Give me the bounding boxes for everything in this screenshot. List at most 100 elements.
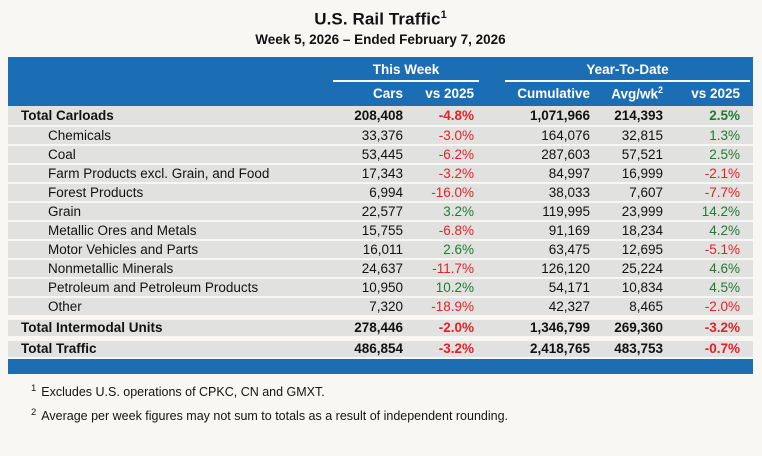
table-row: Coal 53,445 -6.2% 287,603 57,521 2.5%: [8, 145, 753, 165]
row-label: Farm Products excl. Grain, and Food: [8, 164, 330, 184]
ytd-vs-2025-value: -3.2%: [675, 316, 753, 338]
this-week-vs-2025-value: -3.0%: [415, 126, 488, 146]
column-header-avg-per-week: Avg/wk2: [600, 81, 675, 106]
column-header-row: Cars vs 2025 Cumulative Avg/wk2 vs 2025: [8, 81, 753, 106]
this-week-vs-2025-value: -6.8%: [415, 221, 488, 241]
column-header-cars: Cars: [330, 81, 415, 106]
row-label: Other: [8, 297, 330, 317]
table-row: Petroleum and Petroleum Products 10,950 10…: [8, 278, 753, 298]
avg-per-week-value: 8,465: [600, 297, 675, 317]
page-title-text: U.S. Rail Traffic: [314, 9, 441, 29]
table-row: Total Carloads 208,408 -4.8% 1,071,966 214,3…: [8, 105, 753, 127]
cumulative-value: 126,120: [488, 259, 600, 279]
cars-value: 208,408: [330, 105, 415, 127]
cars-value: 16,011: [330, 240, 415, 260]
this-week-vs-2025-value: -2.0%: [415, 316, 488, 338]
cumulative-value: 63,475: [488, 240, 600, 260]
table-bottom-bar: [8, 358, 753, 374]
rail-traffic-table: This Week Year-To-Date Cars vs 2025 Cumu…: [8, 56, 753, 359]
footnote-ref: 1: [31, 382, 37, 394]
page-subtitle: Week 5, 2026 – Ended February 7, 2026: [255, 31, 506, 47]
row-label: Metallic Ores and Metals: [8, 221, 330, 241]
avg-per-week-value: 10,834: [600, 278, 675, 298]
row-label: Nonmetallic Minerals: [8, 259, 330, 279]
header-spacer: [8, 81, 330, 106]
avg-per-week-value: 16,999: [600, 164, 675, 184]
footnote-text: Excludes U.S. operations of CPKC, CN and…: [41, 384, 325, 399]
cumulative-value: 54,171: [488, 278, 600, 298]
avgwk-footnote-ref: 2: [657, 85, 663, 96]
cumulative-value: 38,033: [488, 183, 600, 203]
avg-per-week-value: 214,393: [600, 105, 675, 127]
this-week-vs-2025-value: -11.7%: [415, 259, 488, 279]
footnote: 1 Excludes U.S. operations of CPKC, CN an…: [31, 383, 753, 399]
table-row: Other 7,320 -18.9% 42,327 8,465 -2.0%: [8, 297, 753, 317]
avg-per-week-value: 269,360: [600, 316, 675, 338]
cumulative-value: 1,346,799: [488, 316, 600, 338]
ytd-vs-2025-value: 2.5%: [675, 105, 753, 127]
avgwk-label: Avg/wk: [611, 86, 658, 102]
this-week-vs-2025-value: -4.8%: [415, 105, 488, 127]
ytd-vs-2025-value: 14.2%: [675, 202, 753, 222]
this-week-vs-2025-value: -18.9%: [415, 297, 488, 317]
table-row: Motor Vehicles and Parts 16,011 2.6% 63,475…: [8, 240, 753, 260]
cars-value: 6,994: [330, 183, 415, 203]
column-header-ytd-vs-2025: vs 2025: [675, 81, 753, 106]
cumulative-value: 119,995: [488, 202, 600, 222]
table-row: Total Traffic 486,854 -3.2% 2,418,765 483,75…: [8, 337, 753, 359]
cumulative-value: 2,418,765: [488, 337, 600, 359]
this-week-group-label: This Week: [333, 62, 479, 82]
avg-per-week-value: 23,999: [600, 202, 675, 222]
table-row: Nonmetallic Minerals 24,637 -11.7% 126,120 2…: [8, 259, 753, 279]
row-label: Coal: [8, 145, 330, 165]
header-spacer: [8, 56, 330, 82]
column-header-cumulative: Cumulative: [488, 81, 600, 106]
cumulative-value: 164,076: [488, 126, 600, 146]
this-week-vs-2025-value: -16.0%: [415, 183, 488, 203]
column-group-this-week: This Week: [330, 56, 488, 82]
ytd-vs-2025-value: -2.1%: [675, 164, 753, 184]
cars-value: 33,376: [330, 126, 415, 146]
column-group-year-to-date: Year-To-Date: [488, 56, 753, 82]
avg-per-week-value: 12,695: [600, 240, 675, 260]
ytd-vs-2025-value: 2.5%: [675, 145, 753, 165]
page-title: U.S. Rail Traffic1: [8, 9, 753, 30]
cars-value: 17,343: [330, 164, 415, 184]
row-label: Motor Vehicles and Parts: [8, 240, 330, 260]
row-label: Chemicals: [8, 126, 330, 146]
ytd-vs-2025-value: 4.6%: [675, 259, 753, 279]
cars-value: 15,755: [330, 221, 415, 241]
this-week-vs-2025-value: -3.2%: [415, 337, 488, 359]
cumulative-value: 42,327: [488, 297, 600, 317]
footnotes: 1 Excludes U.S. operations of CPKC, CN an…: [31, 383, 753, 423]
ytd-vs-2025-value: 4.2%: [675, 221, 753, 241]
row-label: Total Traffic: [8, 337, 330, 359]
cars-value: 10,950: [330, 278, 415, 298]
avg-per-week-value: 57,521: [600, 145, 675, 165]
cars-value: 278,446: [330, 316, 415, 338]
table-row: Total Intermodal Units 278,446 -2.0% 1,346,…: [8, 316, 753, 338]
page: U.S. Rail Traffic1 Week 5, 2026 – Ended …: [8, 9, 753, 423]
avg-per-week-value: 32,815: [600, 126, 675, 146]
footnote-ref: 2: [31, 406, 37, 418]
this-week-vs-2025-value: 3.2%: [415, 202, 488, 222]
title-footnote-ref: 1: [440, 9, 447, 21]
cars-value: 24,637: [330, 259, 415, 279]
column-header-this-week-vs-2025: vs 2025: [415, 81, 488, 106]
cumulative-value: 287,603: [488, 145, 600, 165]
table-row: Forest Products 6,994 -16.0% 38,033 7,607 -7.…: [8, 183, 753, 203]
footnote: 2 Average per week figures may not sum to…: [31, 407, 753, 423]
this-week-vs-2025-value: -3.2%: [415, 164, 488, 184]
avg-per-week-value: 7,607: [600, 183, 675, 203]
ytd-vs-2025-value: -2.0%: [675, 297, 753, 317]
table-header: This Week Year-To-Date Cars vs 2025 Cumu…: [8, 56, 753, 106]
row-label: Forest Products: [8, 183, 330, 203]
ytd-vs-2025-value: -0.7%: [675, 337, 753, 359]
cars-value: 22,577: [330, 202, 415, 222]
avg-per-week-value: 18,234: [600, 221, 675, 241]
cumulative-value: 84,997: [488, 164, 600, 184]
table-row: Metallic Ores and Metals 15,755 -6.8% 91,16…: [8, 221, 753, 241]
cumulative-value: 91,169: [488, 221, 600, 241]
table-row: Grain 22,577 3.2% 119,995 23,999 14.2%: [8, 202, 753, 222]
year-to-date-group-label: Year-To-Date: [505, 62, 750, 82]
